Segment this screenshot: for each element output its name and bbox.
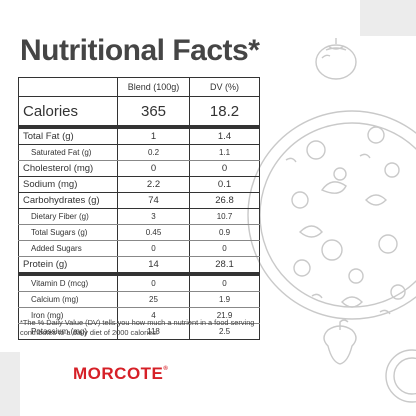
nutrient-label: Iron (mg) <box>18 307 118 324</box>
table-row: Carbohydrates (g) 74 26.8 <box>18 192 260 209</box>
blend-value: 0 <box>117 240 190 257</box>
tomato-icon <box>315 38 357 80</box>
table-row: Protein (g) 14 28.1 <box>18 256 260 276</box>
table-row: Vitamin D (mcg) 0 0 <box>18 274 260 292</box>
nutrient-label: Potassium (mg) <box>31 327 88 336</box>
dv-value: 0.1 <box>189 176 260 193</box>
daily-value-footnote: *The % Daily Value (DV) tells you how mu… <box>20 318 255 337</box>
corner-decoration-top-right <box>360 0 416 36</box>
blend-value: 3 <box>117 208 190 225</box>
nutrient-label: Protein (g) <box>18 256 118 276</box>
blend-value: 2.2 <box>117 176 190 193</box>
table-row: Total Sugars (g) 0.45 0.9 <box>18 224 260 241</box>
dv-value: 1.1 <box>189 144 260 161</box>
pizza-icon <box>247 110 416 320</box>
nutrient-label: Total Sugars (g) <box>18 224 118 241</box>
onion-icon <box>385 349 416 403</box>
dv-value: 26.8 <box>189 192 260 209</box>
nutrient-label: Calcium (mg) <box>18 291 118 308</box>
blend-value: 74 <box>117 192 190 209</box>
calories-label: Calories <box>18 96 118 129</box>
table-row: Saturated Fat (g) 0.2 1.1 <box>18 144 260 161</box>
blend-value: 118 <box>117 323 190 340</box>
page-title: Nutritional Facts* <box>20 34 260 67</box>
dv-value: 2.5 <box>189 323 260 340</box>
nutrition-table-wrapper: Blend (100g) DV (%) Calories 365 18.2 To… <box>18 77 260 340</box>
blend-value: 25 <box>117 291 190 308</box>
dv-value: 0 <box>189 274 260 292</box>
nutrient-label: Added Sugars <box>18 240 118 257</box>
column-header-nutrient <box>18 77 118 97</box>
table-row: Sodium (mg) 2.2 0.1 <box>18 176 260 193</box>
dv-value: 28.1 <box>189 256 260 276</box>
dv-value: 1.4 <box>189 127 260 145</box>
blend-value: 1 <box>117 127 190 145</box>
table-row: Total Fat (g) 1 1.4 <box>18 127 260 145</box>
nutrient-label: Vitamin D (mcg) <box>18 274 118 292</box>
column-header-dv: DV (%) <box>189 77 260 97</box>
blend-value: 14 <box>117 256 190 276</box>
calories-dv: 18.2 <box>189 96 260 129</box>
brand-logo: MORCOTE® <box>73 364 168 384</box>
blend-value: 0 <box>117 274 190 292</box>
brand-logo-text: MORCOTE <box>73 364 164 383</box>
nutrition-table: Blend (100g) DV (%) Calories 365 18.2 To… <box>18 77 260 340</box>
table-row: Potassium (mg) 118 2.5 <box>19 323 260 340</box>
blend-value: 0 <box>117 160 190 177</box>
dv-value: 0.9 <box>189 224 260 241</box>
dv-value: 0 <box>189 160 260 177</box>
blend-value: 4 <box>117 307 190 324</box>
blend-value: 0.45 <box>117 224 190 241</box>
table-row: Dietary Fiber (g) 3 10.7 <box>18 208 260 225</box>
bell-pepper-icon <box>323 319 357 365</box>
dv-value: 10.7 <box>189 208 260 225</box>
dv-value: 0 <box>189 240 260 257</box>
table-row: Calcium (mg) 25 1.9 <box>18 291 260 308</box>
calories-row: Calories 365 18.2 <box>18 96 260 129</box>
dv-value: 1.9 <box>189 291 260 308</box>
blend-value: 0.2 <box>117 144 190 161</box>
nutrient-label: Dietary Fiber (g) <box>18 208 118 225</box>
nutrient-label: Sodium (mg) <box>18 176 118 193</box>
table-header-row: Blend (100g) DV (%) <box>18 77 260 97</box>
calories-blend: 365 <box>117 96 190 129</box>
nutrient-label: Carbohydrates (g) <box>18 192 118 209</box>
table-row: Iron (mg) 4 21.9 <box>18 307 260 324</box>
table-row: Added Sugars 0 0 <box>18 240 260 257</box>
dv-value: 21.9 <box>189 307 260 324</box>
nutrient-label: Saturated Fat (g) <box>18 144 118 161</box>
corner-decoration-bottom-left <box>0 352 20 416</box>
nutrient-label: Cholesterol (mg) <box>18 160 118 177</box>
table-row: Cholesterol (mg) 0 0 <box>18 160 260 177</box>
nutrient-label: Total Fat (g) <box>18 127 118 145</box>
registered-mark: ® <box>163 366 168 372</box>
column-header-blend: Blend (100g) <box>117 77 190 97</box>
